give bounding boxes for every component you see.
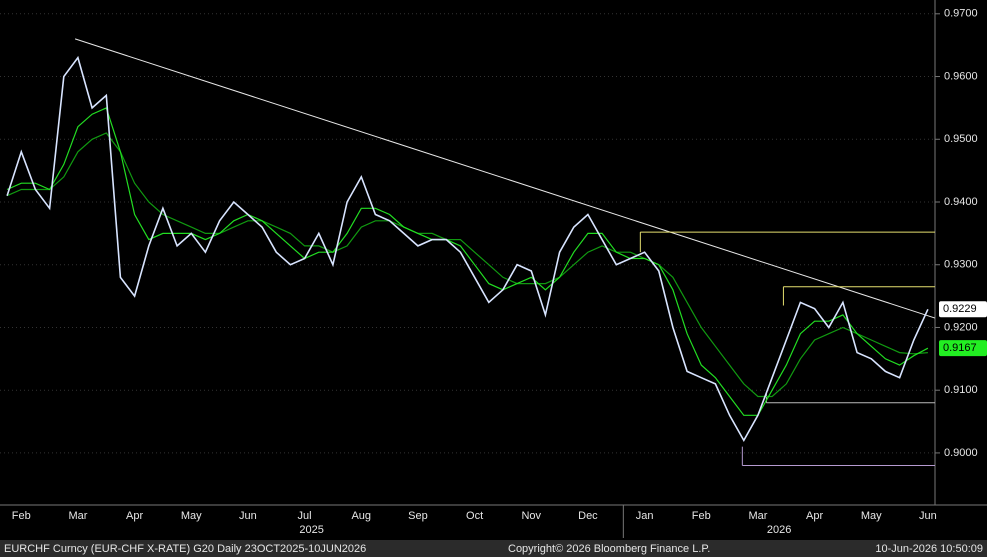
x-tick-label: Mar	[68, 510, 87, 522]
last-price-label: 0.9229	[943, 303, 977, 315]
x-tick-label: Feb	[12, 510, 31, 522]
x-tick-label: Jan	[636, 510, 654, 522]
x-tick-label: Dec	[578, 510, 598, 522]
last-price-box	[939, 340, 987, 357]
y-tick-label: 0.9500	[944, 133, 978, 145]
x-tick-label: Aug	[351, 510, 371, 522]
y-tick-label: 0.9600	[944, 70, 978, 82]
x-tick-label: May	[181, 510, 202, 522]
last-price-label: 0.9167	[943, 342, 977, 354]
year-label: 2025	[299, 524, 323, 536]
footer-right: 10-Jun-2026 10:50:09	[875, 543, 983, 555]
footer-left: EURCHF Curncy (EUR-CHF X-RATE) G20 Daily…	[4, 543, 366, 555]
year-label: 2026	[767, 524, 791, 536]
y-tick-label: 0.9400	[944, 196, 978, 208]
x-tick-label: Sep	[408, 510, 428, 522]
x-tick-label: Jun	[239, 510, 257, 522]
x-tick-label: Feb	[692, 510, 711, 522]
moving-average	[6, 107, 929, 416]
y-tick-label: 0.9700	[944, 8, 978, 20]
x-tick-label: May	[861, 510, 882, 522]
last-price-box	[939, 301, 987, 318]
x-tick-label: Nov	[521, 510, 541, 522]
footer-bar	[0, 540, 987, 557]
y-tick-label: 0.9200	[944, 321, 978, 333]
x-tick-label: Mar	[748, 510, 767, 522]
x-tick-label: Apr	[806, 510, 823, 522]
y-tick-label: 0.9300	[944, 259, 978, 271]
x-tick-label: Apr	[126, 510, 143, 522]
price-line	[6, 55, 929, 443]
footer-center: Copyright© 2026 Bloomberg Finance L.P.	[508, 543, 710, 555]
x-tick-label: Jul	[298, 510, 312, 522]
x-tick-label: Jun	[919, 510, 937, 522]
y-tick-label: 0.9100	[944, 384, 978, 396]
y-tick-label: 0.9000	[944, 447, 978, 459]
x-tick-label: Oct	[466, 510, 483, 522]
trend-line	[74, 38, 936, 319]
